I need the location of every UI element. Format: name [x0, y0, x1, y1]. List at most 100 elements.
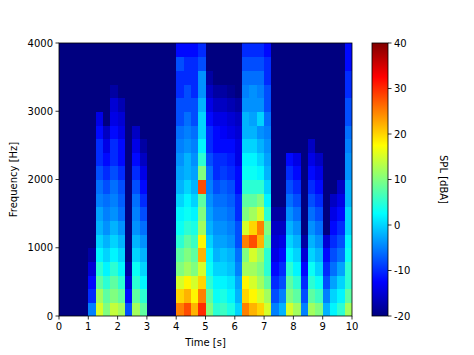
cell [308, 43, 316, 57]
cell [110, 220, 118, 234]
cell [293, 111, 301, 125]
cell [59, 98, 67, 112]
cell [132, 180, 140, 194]
cell [206, 152, 214, 166]
cell [257, 152, 265, 166]
cell [66, 43, 74, 57]
cell [147, 84, 155, 98]
cell [213, 57, 221, 71]
cell [59, 125, 67, 139]
cell [74, 207, 82, 221]
cell [110, 43, 118, 57]
cell [220, 43, 228, 57]
cell [198, 57, 206, 71]
cell [132, 139, 140, 153]
cell [154, 98, 162, 112]
cell [169, 70, 177, 84]
cell [140, 166, 148, 180]
cell [66, 125, 74, 139]
cell [264, 84, 272, 98]
cell [271, 302, 279, 316]
cell [249, 220, 257, 234]
cell [264, 43, 272, 57]
cell [242, 302, 250, 316]
cell [154, 84, 162, 98]
cell [279, 70, 287, 84]
cell [271, 207, 279, 221]
cell [279, 111, 287, 125]
cell [323, 193, 331, 207]
cell [330, 207, 338, 221]
cell [88, 57, 96, 71]
cell [147, 193, 155, 207]
cell [184, 275, 192, 289]
cell [81, 166, 89, 180]
cell [337, 111, 345, 125]
cell [345, 43, 352, 57]
cell [74, 248, 82, 262]
cell [220, 261, 228, 275]
cell [132, 98, 140, 112]
x-tick [234, 316, 235, 320]
y-tick-label: 4000 [28, 38, 53, 49]
cell [249, 261, 257, 275]
cell [345, 220, 352, 234]
cell [191, 84, 199, 98]
cell [345, 98, 352, 112]
x-tick [176, 316, 177, 320]
cell [96, 289, 104, 303]
cell [66, 261, 74, 275]
cell [96, 261, 104, 275]
cell [293, 193, 301, 207]
cell [220, 234, 228, 248]
cell [279, 125, 287, 139]
cell [147, 289, 155, 303]
cell [125, 70, 133, 84]
cell [308, 207, 316, 221]
cell [66, 207, 74, 221]
cell [220, 84, 228, 98]
cell [249, 275, 257, 289]
cell [125, 193, 133, 207]
cell [81, 70, 89, 84]
x-tick-label: 8 [290, 321, 296, 332]
cell [184, 57, 192, 71]
cell [59, 275, 67, 289]
cell [176, 111, 184, 125]
cell [154, 275, 162, 289]
cell [249, 57, 257, 71]
cell [308, 98, 316, 112]
cell [132, 207, 140, 221]
cell [198, 98, 206, 112]
cell [191, 302, 199, 316]
cell [315, 98, 323, 112]
cell [271, 166, 279, 180]
cell [337, 220, 345, 234]
cell [81, 193, 89, 207]
cell [345, 152, 352, 166]
cell [220, 98, 228, 112]
cell [96, 70, 104, 84]
y-tick-label: 3000 [28, 106, 53, 117]
cell [345, 193, 352, 207]
cell [191, 139, 199, 153]
x-tick [322, 316, 323, 320]
x-tick-label: 6 [232, 321, 238, 332]
cell [184, 84, 192, 98]
cell [162, 57, 170, 71]
cell [66, 57, 74, 71]
cell [308, 275, 316, 289]
cell [81, 180, 89, 194]
cell [198, 234, 206, 248]
cell [293, 125, 301, 139]
cell [249, 289, 257, 303]
cell [308, 234, 316, 248]
cell [125, 166, 133, 180]
colorbar-label: SPL [dBA] [438, 155, 449, 204]
cell [169, 289, 177, 303]
cell [59, 207, 67, 221]
cell [198, 152, 206, 166]
cell [176, 248, 184, 262]
cell [213, 166, 221, 180]
cell [103, 234, 111, 248]
